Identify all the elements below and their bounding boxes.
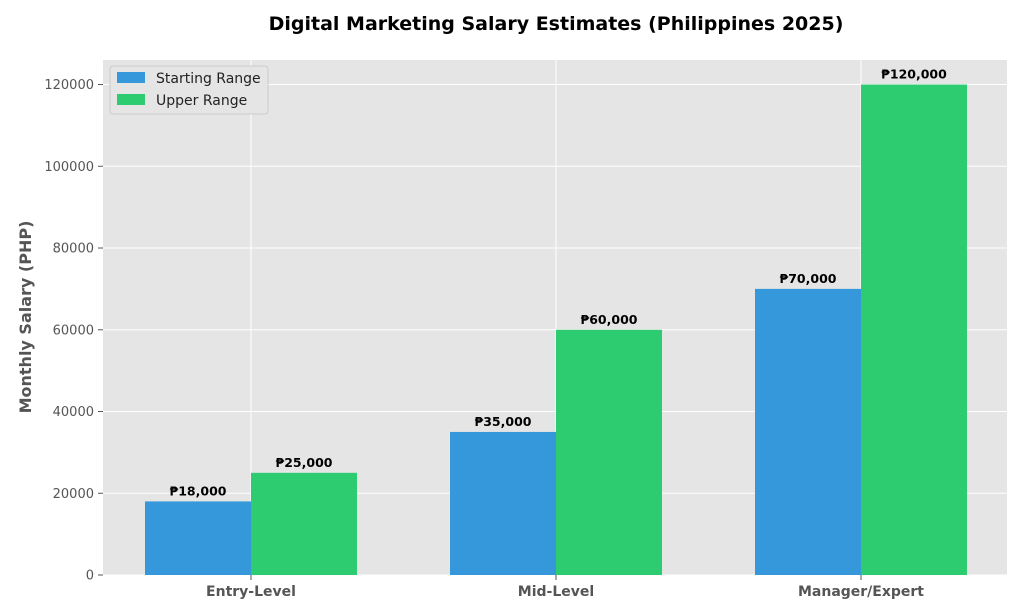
bar-starting-manager-expert: [755, 288, 861, 575]
y-tick-label: 20000: [53, 487, 94, 502]
y-axis-title: Monthly Salary (PHP): [16, 221, 35, 414]
y-tick-label: 40000: [53, 405, 94, 420]
chart-title: Digital Marketing Salary Estimates (Phil…: [269, 13, 844, 35]
y-tick-label: 60000: [53, 323, 94, 338]
bar-upper-mid-level: [556, 329, 662, 575]
bar-value-label: ₱120,000: [881, 67, 947, 82]
legend-label-upper-range: Upper Range: [156, 93, 247, 109]
bar-value-label: ₱35,000: [475, 414, 532, 429]
legend-box: [109, 65, 269, 115]
x-tick-label: Manager/Expert: [798, 584, 924, 600]
y-tick-label: 100000: [44, 160, 94, 175]
y-axis: 0 20000 40000 60000 80000 100000 120000: [44, 78, 103, 584]
y-tick-label: 80000: [53, 242, 94, 257]
x-axis: Entry-Level Mid-Level Manager/Expert: [206, 575, 924, 600]
legend-swatch-starting-range: [117, 72, 145, 83]
bar-value-label: ₱25,000: [276, 455, 333, 470]
legend-label-starting-range: Starting Range: [156, 71, 261, 87]
bar-value-label: ₱18,000: [170, 483, 227, 498]
data-labels: ₱18,000 ₱25,000 ₱35,000 ₱60,000 ₱70,000 ₱120,…: [170, 67, 948, 499]
legend-swatch-upper-range: [117, 94, 145, 105]
y-tick-label: 120000: [44, 78, 94, 93]
y-tick-label: 0: [86, 569, 94, 584]
legend: Starting Range Upper Range: [109, 65, 269, 115]
bar-upper-manager-expert: [861, 84, 967, 576]
bar-starting-mid-level: [450, 431, 556, 575]
bar-upper-entry-level: [251, 472, 357, 575]
bars: [145, 84, 967, 576]
x-tick-label: Mid-Level: [518, 584, 594, 600]
bar-starting-entry-level: [145, 501, 251, 575]
x-tick-label: Entry-Level: [206, 584, 296, 600]
bar-value-label: ₱60,000: [581, 312, 638, 327]
bar-value-label: ₱70,000: [780, 271, 837, 286]
